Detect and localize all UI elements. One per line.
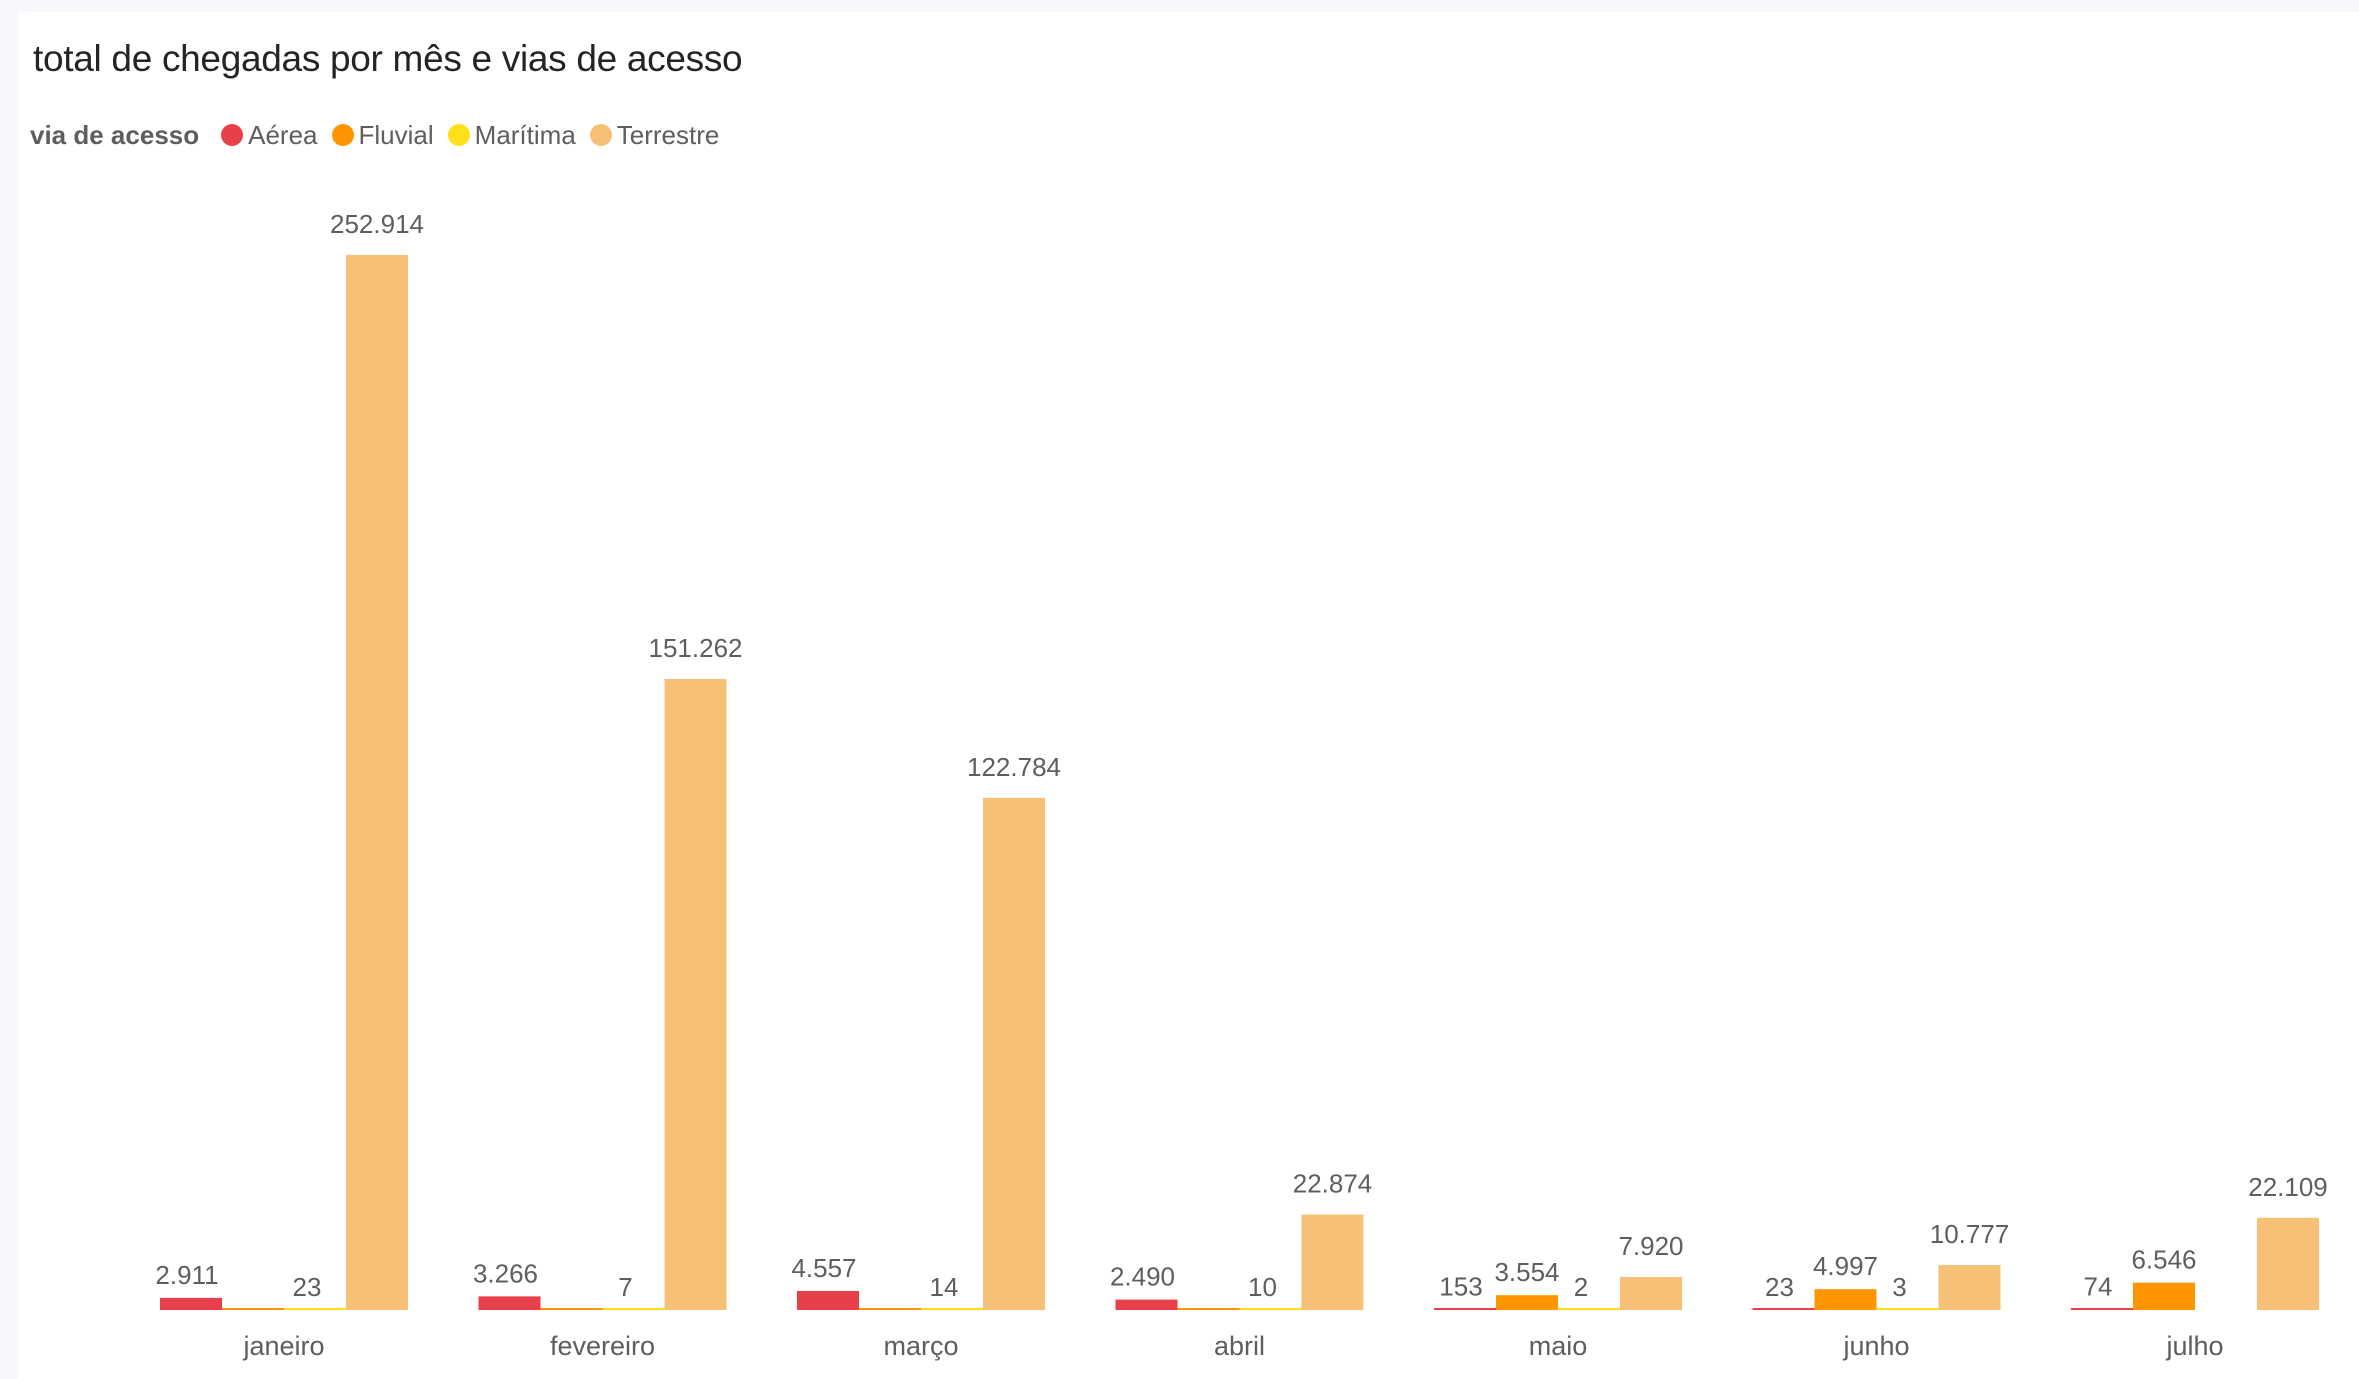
x-tick-label-janeiro: janeiro (242, 1331, 324, 1361)
bar-terrestre-abril[interactable] (1301, 1214, 1364, 1310)
legend-swatch-aerea (221, 124, 244, 146)
bar-maritima-marco[interactable] (921, 1308, 983, 1310)
legend-swatch-terrestre (589, 124, 612, 146)
legend-swatch-maritima (447, 124, 470, 146)
bar-aerea-junho[interactable] (1752, 1308, 1815, 1310)
data-label-maritima-maio: 2 (1574, 1272, 1588, 1302)
chart-card (18, 12, 2359, 1379)
data-label-aerea-abril: 2.490 (1110, 1262, 1175, 1292)
bar-fluvial-fevereiro[interactable] (540, 1308, 603, 1310)
data-label-aerea-janeiro: 2.911 (155, 1260, 218, 1290)
bar-fluvial-julho[interactable] (2133, 1282, 2195, 1310)
legend-label-maritima: Marítima (474, 119, 576, 150)
bar-fluvial-marco[interactable] (859, 1308, 921, 1310)
bar-aerea-janeiro[interactable] (160, 1297, 222, 1310)
data-label-terrestre-marco: 122.784 (967, 752, 1061, 782)
data-label-terrestre-janeiro: 252.914 (330, 209, 424, 239)
bar-terrestre-junho[interactable] (1938, 1265, 2001, 1310)
x-tick-label-junho: junho (1842, 1331, 1909, 1361)
legend-item-fluvial[interactable]: Fluvial (331, 119, 434, 151)
chart-title: total de chegadas por mês e vias de aces… (33, 38, 743, 79)
data-label-maritima-janeiro: 23 (293, 1272, 322, 1302)
data-label-terrestre-julho: 22.109 (2248, 1172, 2328, 1202)
legend-item-aerea[interactable]: Aérea (221, 119, 318, 151)
bar-maritima-maio[interactable] (1558, 1308, 1620, 1310)
data-label-terrestre-maio: 7.920 (1618, 1231, 1683, 1261)
bar-maritima-fevereiro[interactable] (602, 1308, 665, 1310)
data-label-terrestre-abril: 22.874 (1293, 1169, 1373, 1199)
bar-aerea-fevereiro[interactable] (478, 1296, 541, 1310)
legend-swatch-fluvial (331, 124, 354, 146)
x-tick-label-maio: maio (1529, 1331, 1588, 1361)
bar-fluvial-abril[interactable] (1177, 1308, 1240, 1310)
x-tick-label-abril: abril (1214, 1331, 1265, 1361)
bar-aerea-marco[interactable] (797, 1290, 859, 1310)
legend-title: via de acesso (30, 119, 200, 150)
bar-maritima-junho[interactable] (1876, 1308, 1939, 1310)
data-label-aerea-marco: 4.557 (791, 1253, 856, 1283)
data-label-terrestre-junho: 10.777 (1930, 1219, 2010, 1249)
x-tick-label-julho: julho (2165, 1331, 2223, 1361)
data-label-terrestre-fevereiro: 151.262 (649, 633, 743, 663)
data-label-aerea-junho: 23 (1765, 1272, 1794, 1302)
bar-fluvial-maio[interactable] (1496, 1295, 1558, 1310)
bar-aerea-maio[interactable] (1434, 1308, 1496, 1310)
bar-fluvial-janeiro[interactable] (222, 1308, 284, 1310)
bar-terrestre-fevereiro[interactable] (664, 679, 727, 1310)
legend-item-terrestre[interactable]: Terrestre (589, 119, 720, 151)
legend-label-aerea: Aérea (248, 119, 318, 150)
bar-fluvial-junho[interactable] (1814, 1289, 1877, 1310)
data-label-maritima-fevereiro: 7 (618, 1272, 632, 1302)
bar-terrestre-julho[interactable] (2257, 1217, 2319, 1310)
bar-terrestre-marco[interactable] (983, 797, 1045, 1310)
data-label-aerea-maio: 153 (1439, 1271, 1482, 1301)
bar-terrestre-maio[interactable] (1620, 1276, 1682, 1310)
data-label-fluvial-junho: 4.997 (1813, 1251, 1878, 1281)
legend-label-terrestre: Terrestre (616, 119, 720, 150)
data-label-fluvial-maio: 3.554 (1494, 1257, 1559, 1287)
data-label-aerea-fevereiro: 3.266 (473, 1258, 538, 1288)
x-tick-label-marco: março (883, 1331, 958, 1361)
data-label-maritima-abril: 10 (1248, 1272, 1277, 1302)
bar-maritima-abril[interactable] (1239, 1308, 1302, 1310)
x-tick-label-fevereiro: fevereiro (550, 1331, 655, 1361)
bar-terrestre-janeiro[interactable] (346, 255, 408, 1310)
data-label-maritima-junho: 3 (1892, 1272, 1906, 1302)
bar-aerea-julho[interactable] (2071, 1308, 2133, 1310)
data-label-aerea-julho: 74 (2084, 1272, 2113, 1302)
legend: via de acesso Aérea Fluvial Marítima Ter… (30, 118, 733, 152)
bar-maritima-janeiro[interactable] (284, 1308, 346, 1310)
data-label-fluvial-julho: 6.546 (2131, 1245, 2196, 1275)
data-label-maritima-marco: 14 (930, 1272, 959, 1302)
legend-item-maritima[interactable]: Marítima (447, 119, 576, 151)
legend-label-fluvial: Fluvial (358, 119, 434, 150)
bar-aerea-abril[interactable] (1115, 1299, 1178, 1310)
